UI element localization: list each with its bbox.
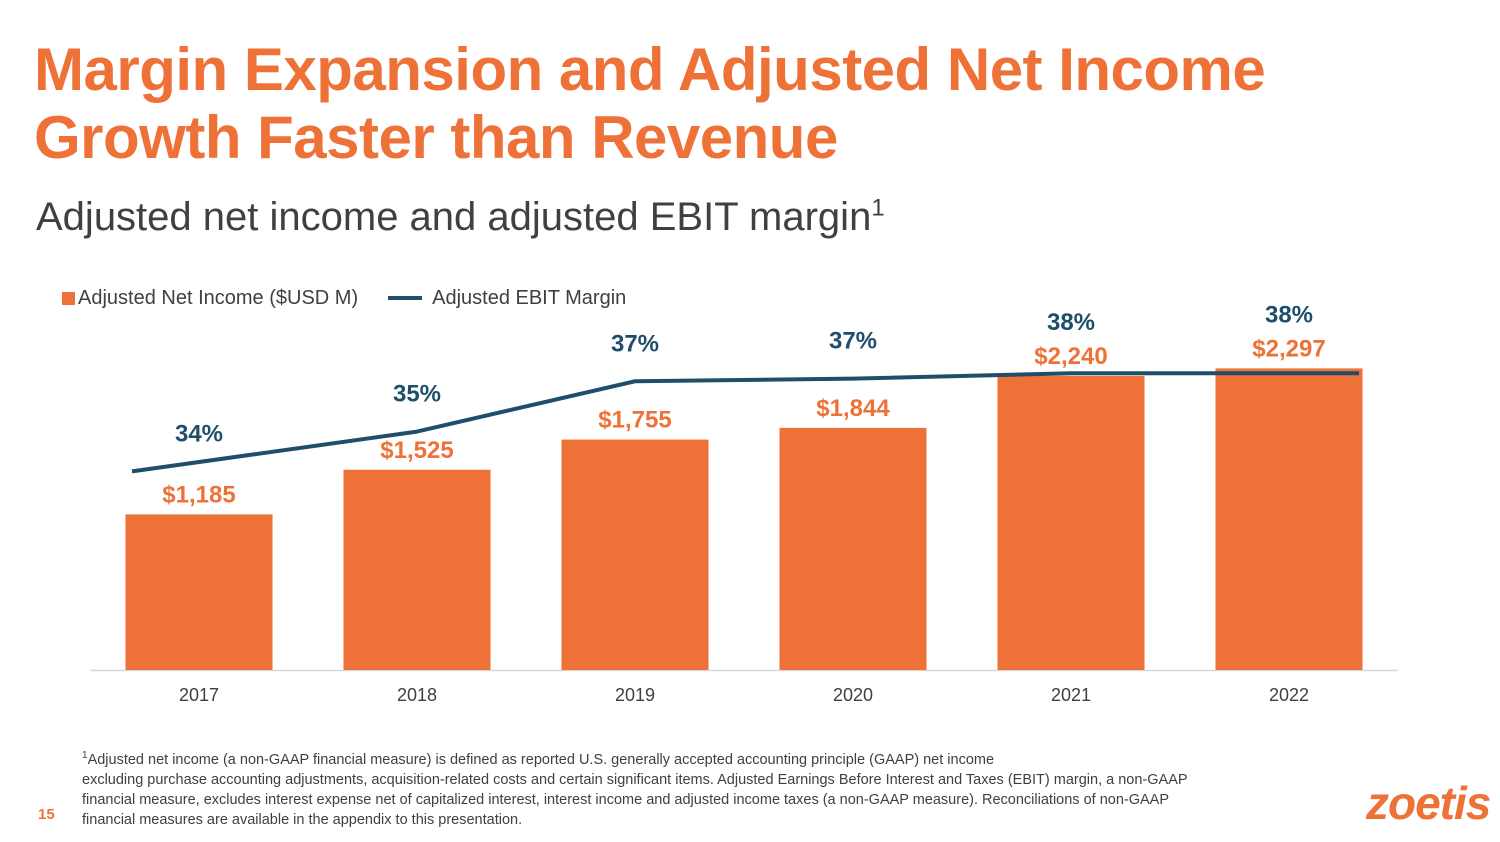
ebit-margin-line <box>131 371 1359 474</box>
bar-2020 <box>779 427 927 670</box>
margin-label-2017: 34% <box>175 420 223 447</box>
subtitle-text: Adjusted net income and adjusted EBIT ma… <box>36 195 872 239</box>
margin-label-2022: 38% <box>1265 301 1313 328</box>
subtitle-footnote-marker: 1 <box>871 194 885 222</box>
slide-title: Margin Expansion and Adjusted Net Income… <box>34 36 1266 171</box>
x-tick-2020: 2020 <box>833 685 873 705</box>
page-number: 15 <box>38 806 55 823</box>
bar-label-2020: $1,844 <box>816 395 890 422</box>
bar-label-2021: $2,240 <box>1034 343 1107 370</box>
footnote-line-3: financial measure, excludes interest exp… <box>82 792 1170 808</box>
bar-2021 <box>997 375 1145 670</box>
x-tick-2021: 2021 <box>1051 685 1091 705</box>
zoetis-logo: zoetis <box>1366 777 1491 829</box>
bar-label-2018: $1,525 <box>380 437 453 464</box>
legend-line-swatch <box>388 296 423 300</box>
chart-legend: Adjusted Net Income ($USD M) Adjusted EB… <box>62 286 626 310</box>
footnote-line-2: excluding purchase accounting adjustment… <box>82 772 1188 788</box>
legend-bar-label: Adjusted Net Income ($USD M) <box>78 286 359 309</box>
bar-label-2019: $1,755 <box>598 407 671 434</box>
bar-label-2017: $1,185 <box>162 481 235 508</box>
chart-subtitle: Adjusted net income and adjusted EBIT ma… <box>36 193 885 241</box>
footnote-line-1: 1Adjusted net income (a non-GAAP financi… <box>82 750 1322 770</box>
bar-2022 <box>1215 368 1363 670</box>
footnote-text-1: Adjusted net income (a non-GAAP financia… <box>87 752 995 768</box>
x-tick-2017: 2017 <box>179 685 219 705</box>
margin-label-2019: 37% <box>611 330 659 357</box>
x-tick-2022: 2022 <box>1269 685 1309 705</box>
legend-line-label: Adjusted EBIT Margin <box>432 286 627 309</box>
bar-2017 <box>125 514 273 670</box>
x-tick-2019: 2019 <box>615 685 655 705</box>
bar-label-2022: $2,297 <box>1252 335 1325 362</box>
bar-2018 <box>343 469 491 670</box>
x-tick-2018: 2018 <box>397 685 437 705</box>
footnote-marker: 1 <box>82 750 88 762</box>
margin-label-2020: 37% <box>829 328 877 355</box>
footnote: 1Adjusted net income (a non-GAAP financi… <box>82 750 1322 830</box>
legend-bar-swatch <box>62 291 75 305</box>
margin-label-2018: 35% <box>393 381 441 408</box>
footnote-line-4: financial measures are available in the … <box>82 812 523 828</box>
bar-2019 <box>561 439 709 670</box>
margin-label-2021: 38% <box>1047 309 1095 336</box>
